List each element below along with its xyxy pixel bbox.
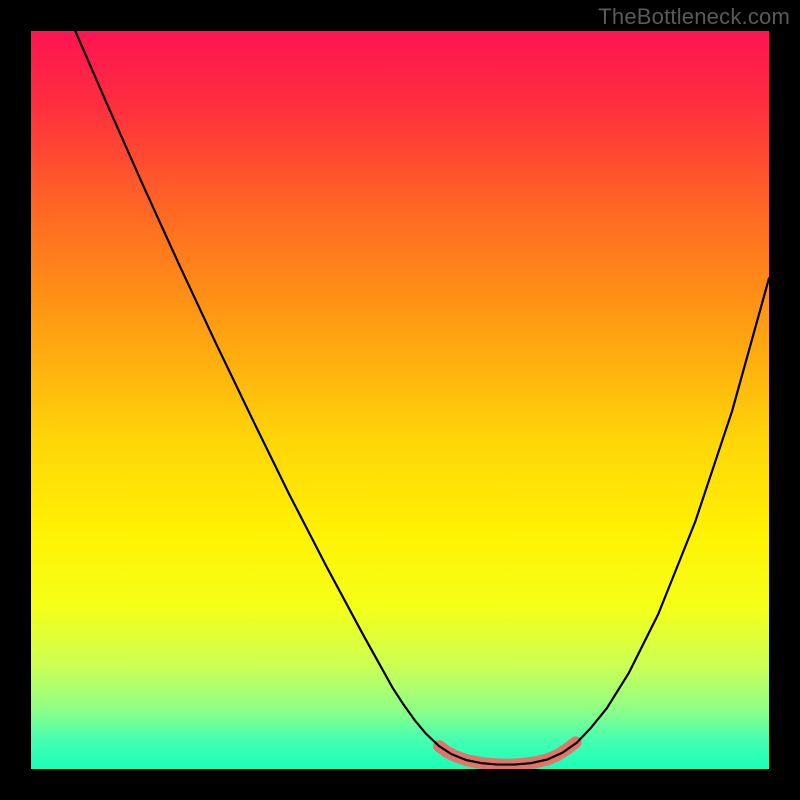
chart-svg — [31, 31, 769, 769]
watermark-text: TheBottleneck.com — [598, 4, 790, 30]
chart-frame: TheBottleneck.com — [0, 0, 800, 800]
plot-area — [31, 31, 769, 769]
gradient-background — [31, 31, 769, 769]
